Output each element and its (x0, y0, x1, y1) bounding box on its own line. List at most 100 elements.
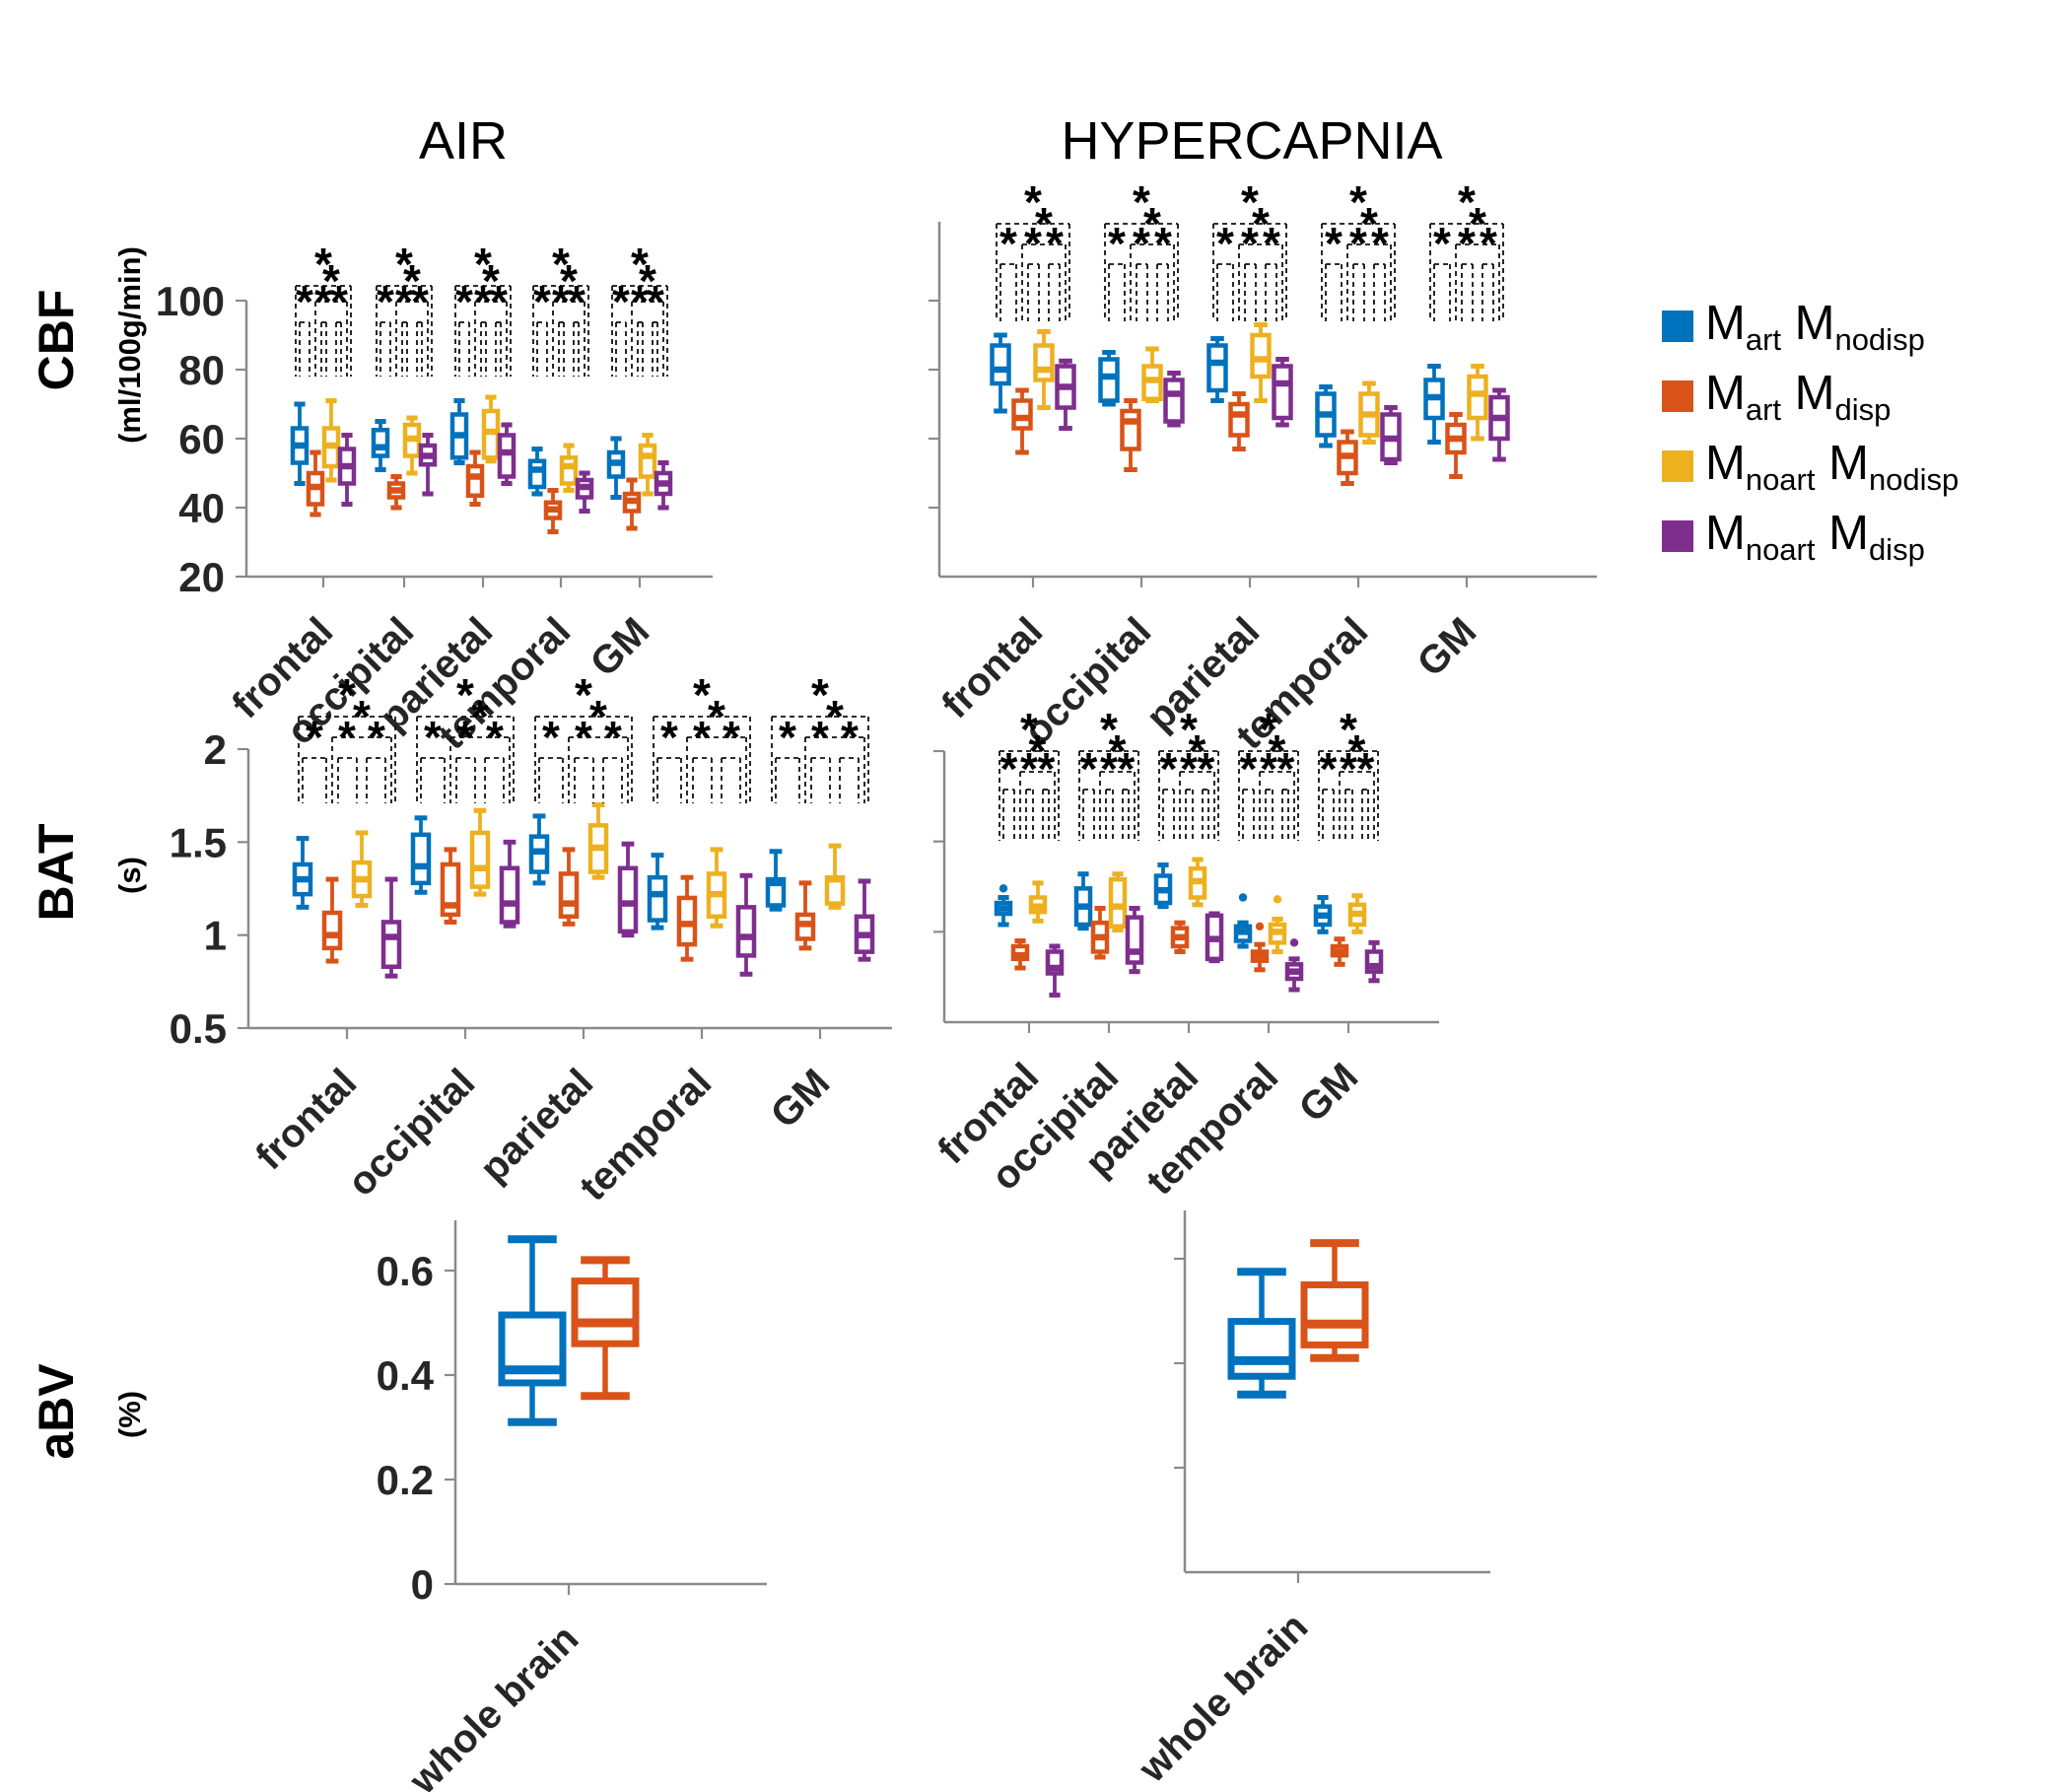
significance-star: * (330, 276, 348, 327)
box-cbf-hyp-gm-mart-mdisp (1445, 412, 1467, 479)
x-label-gm: GM (763, 1061, 839, 1137)
significance-star: * (1360, 198, 1378, 249)
significance-star: * (1143, 198, 1161, 249)
box-bat-hyp-temporal-mart-mdisp (1250, 922, 1270, 973)
box-bat-hyp-frontal-mart-mnodisp (994, 884, 1013, 928)
box-bat-air-frontal-mart-mnodisp (292, 836, 313, 910)
significance-star: * (1480, 218, 1497, 269)
significance-star: * (693, 669, 711, 721)
significance-star: * (1108, 218, 1126, 269)
box-cbf-hyp-gm-mart-mnodisp (1423, 364, 1445, 445)
condition-title-air: AIR (418, 111, 509, 171)
box-abv-air-whole-brain-mart-mnodisp (498, 1235, 567, 1426)
box-cbf-air-gm-mnoart-mnodisp (638, 433, 657, 497)
box-cbf-air-temporal-mart-mdisp (543, 488, 563, 534)
x-label-gm: GM (1291, 1055, 1367, 1131)
significance-star: * (322, 255, 340, 307)
significance-star: * (368, 712, 385, 763)
significance-star: * (424, 712, 442, 763)
legend-swatch-icon (1662, 310, 1693, 342)
significance-star: * (1433, 218, 1451, 269)
significance-star: * (999, 218, 1017, 269)
box-bat-hyp-frontal-mart-mdisp (1010, 938, 1030, 971)
box-bat-hyp-temporal-mnoart-mnodisp (1268, 895, 1287, 955)
box-bat-air-parietal-mnoart-mdisp (617, 841, 639, 938)
legend-swatch-icon (1662, 520, 1693, 552)
significance-star: * (1000, 743, 1018, 794)
significance-star: * (612, 276, 630, 327)
significance-star: * (1260, 743, 1277, 794)
significance-bracket: ***** (999, 704, 1060, 841)
significance-bracket: ***** (295, 239, 352, 377)
box-cbf-hyp-temporal-mnoart-mnodisp (1358, 380, 1380, 445)
significance-star: * (486, 712, 504, 763)
significance-star: * (471, 691, 489, 742)
significance-star: * (1357, 743, 1375, 794)
box-bat-air-parietal-mart-mdisp (558, 847, 580, 927)
box-cbf-hyp-gm-mnoart-mdisp (1488, 387, 1510, 462)
y-tick-label: 0.2 (377, 1457, 434, 1503)
significance-star: * (1371, 218, 1389, 269)
legend-item-3: Mnoart Mnodisp (1662, 437, 1959, 496)
significance-star: * (1469, 198, 1486, 249)
significance-bracket: ***** (1158, 704, 1219, 841)
significance-star: * (1133, 218, 1150, 269)
significance-star: * (1269, 725, 1286, 777)
significance-star: * (1458, 176, 1476, 228)
box-cbf-hyp-gm-mnoart-mnodisp (1467, 364, 1488, 442)
y-tick-label: 60 (178, 416, 225, 462)
significance-star: * (560, 255, 578, 307)
box-abv-hyp-whole-brain-mart-mnodisp (1227, 1268, 1296, 1399)
significance-star: * (1241, 218, 1259, 269)
significance-star: * (1046, 218, 1064, 269)
x-label-whole-brain: whole brain (400, 1617, 586, 1792)
significance-star: * (1100, 743, 1118, 794)
legend-label: Mnoart Mnodisp (1705, 436, 1960, 497)
significance-star: * (1118, 743, 1136, 794)
y-tick-label: 80 (178, 347, 225, 393)
box-cbf-hyp-occipital-mart-mnodisp (1098, 350, 1120, 407)
significance-star: * (639, 255, 656, 307)
box-cbf-air-parietal-mart-mnodisp (449, 398, 469, 465)
significance-bracket: ***** (1104, 176, 1179, 321)
box-cbf-hyp-parietal-mnoart-mdisp (1272, 357, 1293, 428)
abv-hyp-panel: whole brain (1130, 1210, 1490, 1791)
significance-star: * (1029, 725, 1047, 777)
box-cbf-hyp-occipital-mnoart-mdisp (1163, 371, 1185, 428)
significance-bracket: ***** (996, 176, 1070, 321)
significance-star: * (1349, 218, 1367, 269)
significance-bracket: ***** (454, 239, 512, 377)
box-bat-air-occipital-mnoart-mnodisp (469, 807, 491, 897)
box-cbf-air-frontal-mnoart-mnodisp (321, 398, 341, 483)
significance-star: * (1198, 743, 1215, 794)
significance-bracket: ***** (298, 669, 396, 803)
significance-star: * (1160, 743, 1178, 794)
box-bat-hyp-parietal-mart-mdisp (1170, 920, 1190, 955)
box-cbf-hyp-parietal-mart-mdisp (1228, 391, 1250, 451)
box-cbf-air-parietal-mart-mdisp (465, 449, 485, 507)
significance-star: * (395, 239, 413, 290)
box-bat-air-gm-mnoart-mnodisp (824, 843, 846, 910)
box-bat-hyp-gm-mart-mdisp (1330, 936, 1349, 967)
box-bat-air-occipital-mart-mdisp (440, 847, 461, 925)
significance-star: * (490, 276, 508, 327)
box-cbf-hyp-parietal-mnoart-mnodisp (1250, 322, 1272, 403)
significance-star: * (1216, 218, 1234, 269)
y-tick-label: 40 (178, 485, 225, 531)
box-bat-hyp-parietal-mnoart-mdisp (1205, 911, 1224, 964)
significance-star: * (811, 712, 829, 763)
cbf-air-panel: 20406080100frontaloccipitalparietaltempo… (156, 239, 713, 758)
y-tick-label: 100 (156, 278, 225, 324)
box-cbf-air-gm-mart-mdisp (622, 477, 642, 531)
box-bat-air-frontal-mnoart-mnodisp (351, 830, 373, 908)
box-bat-hyp-gm-mnoart-mnodisp (1347, 893, 1367, 934)
significance-star: * (1263, 218, 1280, 269)
significance-star: * (1020, 743, 1038, 794)
box-cbf-hyp-temporal-mnoart-mdisp (1380, 405, 1402, 465)
box-cbf-air-occipital-mnoart-mnodisp (402, 415, 422, 476)
box-cbf-air-temporal-mnoart-mnodisp (559, 443, 579, 493)
condition-title-hypercapnia: HYPERCAPNIA (1061, 111, 1443, 171)
y-tick-label: 2 (204, 726, 227, 773)
x-label-whole-brain: whole brain (1130, 1605, 1316, 1791)
box-cbf-air-parietal-mnoart-mnodisp (481, 394, 501, 464)
